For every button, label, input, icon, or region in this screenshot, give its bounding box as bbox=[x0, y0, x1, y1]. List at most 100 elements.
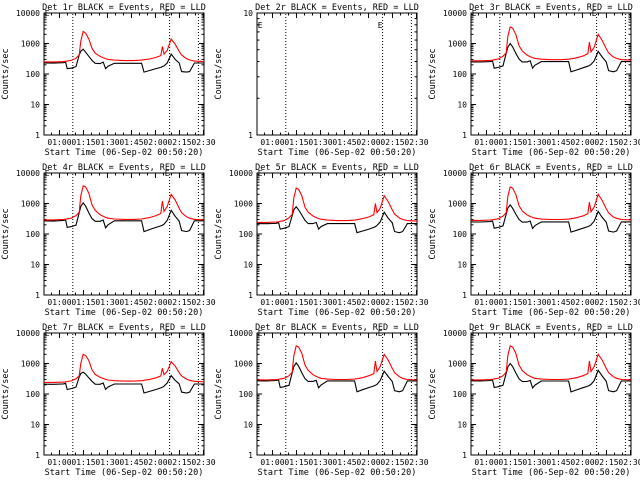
svg-text:1000: 1000 bbox=[21, 200, 40, 209]
svg-text:01:00: 01:00 bbox=[474, 458, 498, 467]
svg-text:02:30: 02:30 bbox=[191, 298, 215, 307]
svg-text:02:15: 02:15 bbox=[594, 458, 618, 467]
x-axis-label: Start Time (06-Sep-02 00:50:20) bbox=[45, 148, 204, 158]
svg-text:10: 10 bbox=[457, 421, 467, 430]
svg-text:02:00: 02:00 bbox=[143, 458, 167, 467]
series-events bbox=[43, 371, 204, 394]
svg-text:02:00: 02:00 bbox=[143, 138, 167, 147]
chart-det-4r: 01:00 01:15 01:30 01:45 02:00 02:15 02:30 1 10 10… bbox=[1, 163, 216, 318]
svg-text:01:30: 01:30 bbox=[309, 138, 333, 147]
svg-text:01:30: 01:30 bbox=[522, 458, 546, 467]
svg-text:10: 10 bbox=[457, 261, 467, 270]
svg-text:01:00: 01:00 bbox=[261, 458, 285, 467]
svg-text:02:30: 02:30 bbox=[405, 298, 429, 307]
svg-text:01:15: 01:15 bbox=[71, 298, 95, 307]
series-lld bbox=[257, 187, 418, 223]
svg-text:02:00: 02:00 bbox=[357, 138, 381, 147]
svg-text:10: 10 bbox=[457, 101, 467, 110]
svg-text:01:45: 01:45 bbox=[333, 458, 357, 467]
subplot-det-1r: 01:00 01:15 01:30 01:45 02:00 02:15 02:30 1 10 10… bbox=[0, 0, 216, 160]
flag-marker: E bbox=[471, 329, 476, 338]
chart-det-3r: 01:00 01:15 01:30 01:45 02:00 02:15 02:30 1 10 10… bbox=[428, 3, 640, 158]
flag-marker: E bbox=[258, 21, 263, 30]
flag-marker: E bbox=[45, 169, 50, 178]
svg-text:10000: 10000 bbox=[16, 329, 40, 338]
svg-text:02:00: 02:00 bbox=[357, 458, 381, 467]
subplot-det-9r: 01:00 01:15 01:30 01:45 02:00 02:15 02:30 1 10 10… bbox=[427, 320, 640, 480]
subplot-det-6r: 01:00 01:15 01:30 01:45 02:00 02:15 02:30 1 10 10… bbox=[427, 160, 640, 320]
svg-text:10: 10 bbox=[30, 261, 40, 270]
flag-marker: E bbox=[45, 9, 50, 18]
series-events bbox=[470, 42, 631, 73]
x-axis-label: Start Time (06-Sep-02 00:50:20) bbox=[258, 308, 417, 318]
flag-marker: E bbox=[591, 169, 596, 178]
x-axis-label: Start Time (06-Sep-02 00:50:20) bbox=[258, 468, 417, 478]
svg-text:01:00: 01:00 bbox=[47, 298, 71, 307]
chart-det-7r: 01:00 01:15 01:30 01:45 02:00 02:15 02:30 1 10 10… bbox=[1, 323, 216, 478]
svg-text:01:15: 01:15 bbox=[71, 458, 95, 467]
series-events bbox=[257, 205, 418, 234]
svg-text:01:15: 01:15 bbox=[498, 298, 522, 307]
svg-text:01:30: 01:30 bbox=[522, 298, 546, 307]
chart-det-6r: 01:00 01:15 01:30 01:45 02:00 02:15 02:30 1 10 10… bbox=[428, 163, 640, 318]
svg-text:02:15: 02:15 bbox=[167, 138, 191, 147]
svg-text:1: 1 bbox=[35, 131, 40, 140]
svg-text:01:45: 01:45 bbox=[119, 458, 143, 467]
flag-marker: E bbox=[165, 329, 170, 338]
series-lld bbox=[44, 30, 205, 63]
series-events bbox=[257, 361, 418, 393]
svg-text:01:45: 01:45 bbox=[546, 298, 570, 307]
svg-text:01:45: 01:45 bbox=[119, 298, 143, 307]
y-axis-label: Counts/sec bbox=[214, 368, 224, 419]
series-lld bbox=[470, 186, 631, 221]
svg-text:02:00: 02:00 bbox=[143, 298, 167, 307]
svg-text:100: 100 bbox=[239, 230, 254, 239]
svg-text:02:00: 02:00 bbox=[570, 298, 594, 307]
svg-text:1: 1 bbox=[35, 451, 40, 460]
flag-marker: E bbox=[471, 9, 476, 18]
flag-marker: E bbox=[471, 169, 476, 178]
svg-text:1: 1 bbox=[462, 131, 467, 140]
svg-text:02:15: 02:15 bbox=[381, 298, 405, 307]
svg-text:01:30: 01:30 bbox=[95, 458, 119, 467]
svg-text:10000: 10000 bbox=[229, 169, 253, 178]
svg-text:10000: 10000 bbox=[443, 9, 467, 18]
svg-text:02:15: 02:15 bbox=[167, 458, 191, 467]
svg-text:10: 10 bbox=[244, 261, 254, 270]
svg-text:100: 100 bbox=[452, 70, 467, 79]
svg-text:1: 1 bbox=[462, 451, 467, 460]
flag-marker: E bbox=[591, 9, 596, 18]
subplot-title: Det 1r BLACK = Events, RED = LLD bbox=[42, 3, 206, 13]
svg-text:10000: 10000 bbox=[443, 329, 467, 338]
chart-det-2r: 01:00 01:15 01:30 01:45 02:00 02:15 02:30 1 10 E E… bbox=[214, 3, 429, 158]
svg-text:02:30: 02:30 bbox=[405, 138, 429, 147]
svg-text:1000: 1000 bbox=[447, 200, 466, 209]
subplot-title: Det 5r BLACK = Events, RED = LLD bbox=[255, 163, 419, 173]
series-lld bbox=[470, 26, 631, 62]
svg-text:01:45: 01:45 bbox=[333, 138, 357, 147]
svg-text:100: 100 bbox=[26, 70, 41, 79]
svg-text:100: 100 bbox=[452, 390, 467, 399]
svg-text:1: 1 bbox=[462, 291, 467, 300]
svg-text:10: 10 bbox=[30, 101, 40, 110]
svg-text:1: 1 bbox=[35, 291, 40, 300]
svg-text:02:30: 02:30 bbox=[618, 138, 640, 147]
chart-det-1r: 01:00 01:15 01:30 01:45 02:00 02:15 02:30 1 10 10… bbox=[1, 3, 216, 158]
series-lld bbox=[44, 185, 205, 221]
chart-det-8r: 01:00 01:15 01:30 01:45 02:00 02:15 02:30 1 10 10… bbox=[214, 323, 429, 478]
svg-text:02:00: 02:00 bbox=[570, 458, 594, 467]
svg-text:01:15: 01:15 bbox=[285, 298, 309, 307]
flag-marker: E bbox=[378, 329, 383, 338]
svg-text:02:15: 02:15 bbox=[381, 138, 405, 147]
svg-text:01:30: 01:30 bbox=[95, 138, 119, 147]
subplot-title: Det 7r BLACK = Events, RED = LLD bbox=[42, 323, 206, 333]
subplot-title: Det 4r BLACK = Events, RED = LLD bbox=[42, 163, 206, 173]
chart-det-9r: 01:00 01:15 01:30 01:45 02:00 02:15 02:30 1 10 10… bbox=[428, 323, 640, 478]
svg-text:10000: 10000 bbox=[443, 169, 467, 178]
svg-text:01:45: 01:45 bbox=[546, 138, 570, 147]
svg-text:1: 1 bbox=[249, 451, 254, 460]
svg-text:02:15: 02:15 bbox=[594, 298, 618, 307]
x-axis-label: Start Time (06-Sep-02 00:50:20) bbox=[45, 308, 204, 318]
svg-text:02:30: 02:30 bbox=[191, 458, 215, 467]
svg-text:01:15: 01:15 bbox=[71, 138, 95, 147]
